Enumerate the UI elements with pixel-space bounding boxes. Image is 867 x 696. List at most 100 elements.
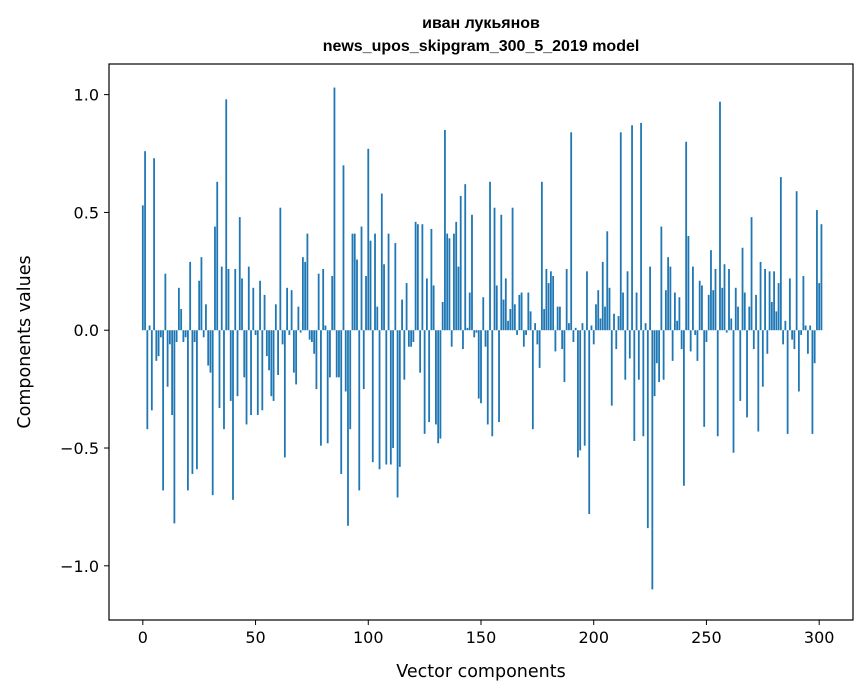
bar-65 (288, 330, 291, 335)
bar-297 (811, 330, 814, 434)
bar-88 (340, 330, 343, 474)
bar-71 (301, 257, 304, 331)
bar-159 (500, 214, 503, 331)
bar-169 (522, 330, 525, 347)
bar-209 (613, 313, 615, 331)
bar-69 (297, 306, 300, 331)
bar-164 (511, 207, 514, 331)
bar-82 (326, 330, 329, 444)
y-tick-label: −1.0 (60, 557, 99, 576)
bar-245 (694, 330, 697, 335)
bar-284 (782, 330, 785, 345)
bar-53 (261, 330, 264, 411)
bar-51 (256, 330, 259, 416)
bar-79 (320, 330, 322, 446)
bar-109 (387, 233, 390, 331)
bar-236 (673, 292, 676, 331)
bar-254 (714, 268, 717, 331)
bar-191 (572, 330, 575, 342)
bar-0 (141, 205, 144, 331)
bar-190 (570, 132, 573, 331)
bar-142 (462, 330, 464, 350)
bar-6 (155, 330, 158, 361)
bar-13 (171, 330, 174, 416)
bar-220 (637, 330, 640, 380)
bar-130 (435, 330, 437, 425)
bar-253 (712, 290, 715, 331)
y-tick-label: 0.0 (74, 321, 99, 340)
bar-274 (759, 261, 762, 331)
bar-234 (669, 266, 672, 331)
bar-261 (730, 318, 733, 331)
bar-89 (342, 165, 345, 331)
bar-281 (775, 311, 778, 331)
bar-134 (444, 129, 446, 331)
bar-41 (234, 268, 237, 331)
bar-151 (482, 297, 485, 331)
bar-181 (549, 271, 552, 331)
bar-172 (529, 311, 532, 331)
bar-62 (281, 330, 284, 345)
bar-197 (586, 271, 588, 331)
bar-195 (581, 323, 584, 331)
bar-290 (795, 191, 798, 331)
bar-5 (153, 158, 155, 331)
bar-175 (536, 330, 539, 345)
bar-83 (329, 330, 331, 378)
bar-230 (660, 226, 663, 331)
bar-229 (658, 330, 661, 383)
bar-54 (263, 294, 266, 331)
bar-115 (401, 299, 403, 331)
bar-22 (191, 330, 194, 474)
bar-235 (671, 330, 674, 361)
bar-93 (351, 233, 354, 331)
x-tick-label: 200 (578, 628, 609, 647)
bar-95 (356, 259, 358, 331)
bar-61 (279, 207, 282, 331)
bar-252 (710, 250, 712, 331)
bar-114 (398, 330, 401, 467)
bar-85 (333, 87, 336, 331)
bar-121 (414, 221, 417, 331)
bar-68 (295, 330, 298, 385)
bar-208 (610, 330, 613, 406)
bar-36 (223, 330, 225, 430)
bar-211 (617, 316, 620, 331)
bar-277 (766, 330, 769, 354)
bar-149 (477, 330, 480, 399)
y-tick-label: −0.5 (60, 439, 99, 458)
bar-272 (755, 294, 757, 331)
bar-64 (286, 287, 289, 331)
bar-99 (365, 276, 367, 331)
bar-44 (241, 278, 243, 331)
bar-194 (579, 330, 582, 451)
bar-58 (272, 330, 275, 401)
bar-78 (317, 273, 320, 331)
plot-frame (108, 63, 854, 621)
bar-233 (667, 257, 670, 331)
bar-249 (703, 330, 706, 427)
bar-70 (299, 330, 302, 333)
bar-1 (144, 151, 146, 331)
bar-92 (349, 330, 352, 430)
bar-193 (577, 330, 579, 458)
bar-11 (166, 330, 169, 387)
bar-293 (802, 276, 805, 331)
bar-110 (389, 330, 392, 465)
bar-76 (313, 330, 316, 354)
bar-227 (653, 330, 656, 397)
bar-224 (646, 330, 649, 529)
bar-201 (595, 304, 597, 331)
bar-67 (292, 330, 295, 373)
bar-4 (150, 330, 153, 411)
bar-288 (791, 330, 794, 340)
bar-214 (624, 330, 627, 380)
x-tick-label: 250 (691, 628, 722, 647)
bar-48 (250, 330, 252, 416)
bar-222 (642, 330, 645, 437)
bar-283 (779, 177, 782, 331)
bar-116 (403, 330, 406, 380)
y-tick-label: 0.5 (74, 203, 99, 222)
bar-280 (773, 271, 775, 331)
bar-257 (721, 287, 724, 331)
